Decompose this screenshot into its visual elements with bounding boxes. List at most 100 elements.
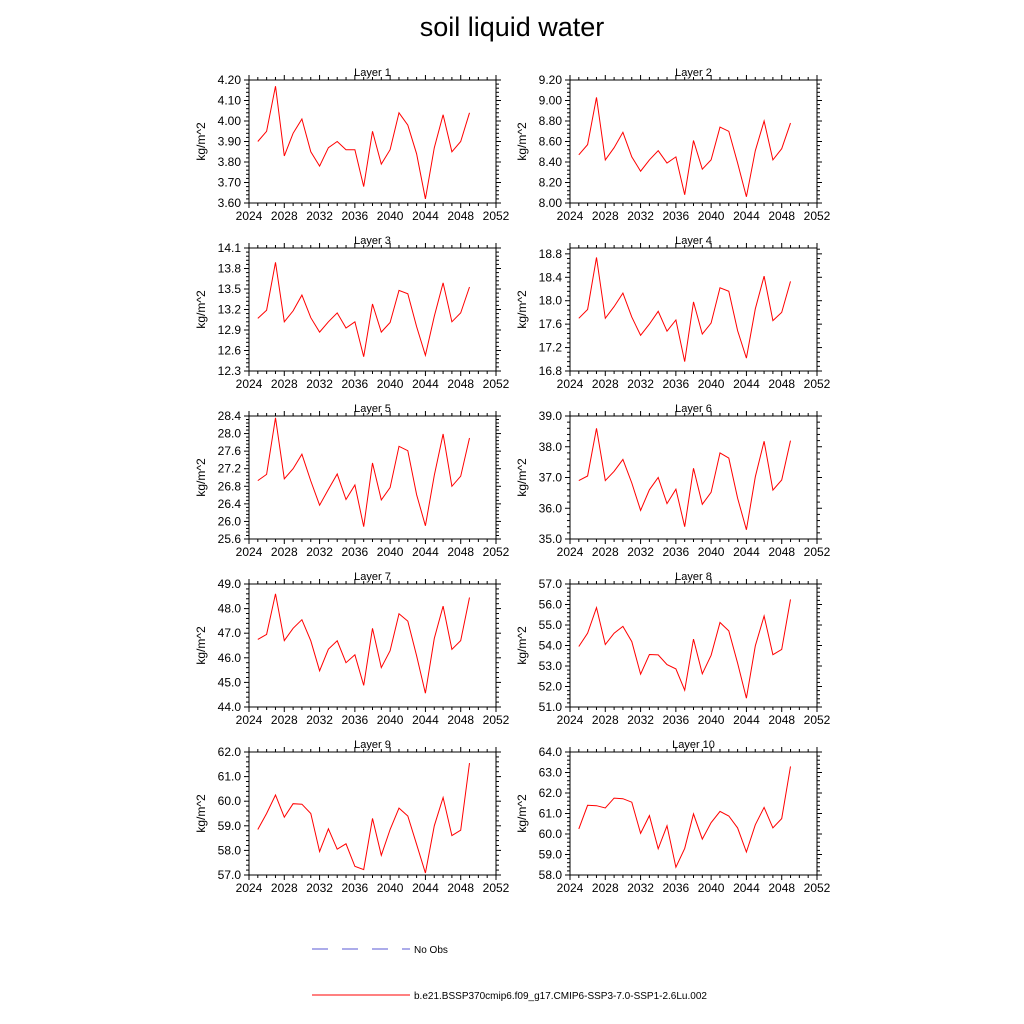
y-tick-label: 3.60 [218, 196, 242, 210]
y-tick-label: 38.0 [539, 440, 563, 454]
x-tick-label: 2036 [342, 209, 369, 223]
y-tick-label: 37.0 [539, 471, 563, 485]
x-tick-label: 2036 [342, 545, 369, 559]
x-tick-label: 2028 [271, 545, 298, 559]
y-tick-label: 63.0 [539, 766, 563, 780]
x-tick-label: 2024 [236, 377, 263, 391]
panel-layer-2: Layer 2 kg/m^2 2024 2028 2032 2036 2040 2044 204… [515, 67, 831, 223]
x-tick-label: 2044 [412, 545, 439, 559]
panel-layer-9: Layer 9 kg/m^2 2024 2028 2032 2036 2040 2044 204… [194, 739, 510, 895]
y-axis-label: kg/m^2 [194, 458, 208, 497]
y-axis-label: kg/m^2 [194, 122, 208, 161]
x-tick-label: 2036 [342, 881, 369, 895]
y-tick-label: 35.0 [539, 532, 563, 546]
panel-title: Layer 1 [354, 67, 391, 79]
x-tick-label: 2032 [627, 377, 654, 391]
y-tick-label: 28.4 [218, 409, 242, 423]
y-tick-label: 59.0 [539, 848, 563, 862]
y-tick-label: 55.0 [539, 618, 563, 632]
x-tick-label: 2040 [377, 713, 404, 727]
x-tick-label: 2032 [627, 713, 654, 727]
x-tick-label: 2040 [698, 881, 725, 895]
series-line [578, 599, 791, 699]
y-tick-label: 28.0 [218, 427, 242, 441]
y-tick-label: 9.00 [539, 94, 563, 108]
x-tick-label: 2028 [592, 209, 619, 223]
plot-frame [569, 583, 818, 708]
y-tick-label: 13.8 [218, 262, 242, 276]
panel-title: Layer 10 [672, 739, 715, 751]
y-tick-label: 57.0 [218, 868, 242, 882]
x-tick-label: 2044 [733, 545, 760, 559]
x-tick-label: 2044 [733, 377, 760, 391]
x-tick-label: 2036 [663, 209, 690, 223]
series-line [578, 257, 791, 362]
y-tick-label: 3.80 [218, 155, 242, 169]
y-tick-label: 3.90 [218, 135, 242, 149]
x-tick-label: 2028 [592, 377, 619, 391]
x-tick-label: 2036 [342, 713, 369, 727]
x-tick-label: 2032 [627, 545, 654, 559]
plot-frame [248, 583, 497, 708]
y-tick-label: 56.0 [539, 598, 563, 612]
y-tick-label: 62.0 [539, 786, 563, 800]
x-tick-label: 2040 [377, 545, 404, 559]
y-tick-label: 8.60 [539, 135, 563, 149]
y-tick-label: 14.1 [218, 241, 242, 255]
x-tick-label: 2044 [733, 881, 760, 895]
figure-title: soil liquid water [419, 12, 605, 42]
y-tick-label: 3.70 [218, 176, 242, 190]
y-tick-label: 17.6 [539, 317, 563, 331]
x-tick-label: 2044 [412, 209, 439, 223]
x-tick-label: 2024 [557, 881, 584, 895]
legend-no-obs-label: No Obs [414, 945, 448, 956]
panel-layer-4: Layer 4 kg/m^2 2024 2028 2032 2036 2040 2044 204… [515, 235, 831, 391]
x-tick-label: 2032 [306, 545, 333, 559]
x-tick-label: 2028 [592, 713, 619, 727]
x-tick-label: 2024 [236, 881, 263, 895]
y-tick-label: 17.2 [539, 341, 563, 355]
x-tick-label: 2052 [804, 209, 831, 223]
panel-layer-3: Layer 3 kg/m^2 2024 2028 2032 2036 2040 2044 204… [194, 235, 510, 391]
y-tick-label: 8.00 [539, 196, 563, 210]
x-tick-label: 2032 [627, 881, 654, 895]
y-axis-label: kg/m^2 [515, 794, 529, 833]
plot-frame [248, 751, 497, 876]
x-tick-label: 2028 [592, 881, 619, 895]
panel-layer-10: Layer 10 kg/m^2 2024 2028 2032 2036 2040 2044 20… [515, 739, 831, 895]
panel-title: Layer 4 [675, 235, 712, 247]
y-tick-label: 53.0 [539, 659, 563, 673]
y-tick-label: 12.9 [218, 323, 242, 337]
y-tick-label: 4.00 [218, 114, 242, 128]
y-tick-label: 59.0 [218, 819, 242, 833]
x-tick-label: 2040 [377, 209, 404, 223]
y-tick-label: 18.0 [539, 294, 563, 308]
x-tick-label: 2048 [447, 377, 474, 391]
x-tick-label: 2036 [663, 545, 690, 559]
x-tick-label: 2036 [663, 713, 690, 727]
x-tick-label: 2024 [236, 545, 263, 559]
x-tick-label: 2044 [412, 377, 439, 391]
x-tick-label: 2028 [271, 881, 298, 895]
series-line [578, 97, 791, 197]
y-axis-label: kg/m^2 [515, 122, 529, 161]
x-tick-label: 2040 [698, 377, 725, 391]
y-tick-label: 26.8 [218, 479, 242, 493]
y-tick-label: 4.20 [218, 73, 242, 87]
x-tick-label: 2048 [768, 881, 795, 895]
panel-title: Layer 6 [675, 403, 712, 415]
x-tick-label: 2024 [557, 545, 584, 559]
x-tick-label: 2040 [377, 377, 404, 391]
y-axis-label: kg/m^2 [515, 290, 529, 329]
y-tick-label: 13.2 [218, 303, 242, 317]
y-tick-label: 64.0 [539, 745, 563, 759]
x-tick-label: 2052 [483, 377, 510, 391]
x-tick-label: 2052 [804, 377, 831, 391]
legend: No Obs b.e21.BSSP370cmip6.f09_g17.CMIP6-S… [312, 945, 707, 1002]
y-tick-label: 58.0 [539, 868, 563, 882]
series-line [257, 262, 470, 358]
x-tick-label: 2044 [412, 881, 439, 895]
x-tick-label: 2052 [483, 545, 510, 559]
x-tick-label: 2024 [236, 713, 263, 727]
